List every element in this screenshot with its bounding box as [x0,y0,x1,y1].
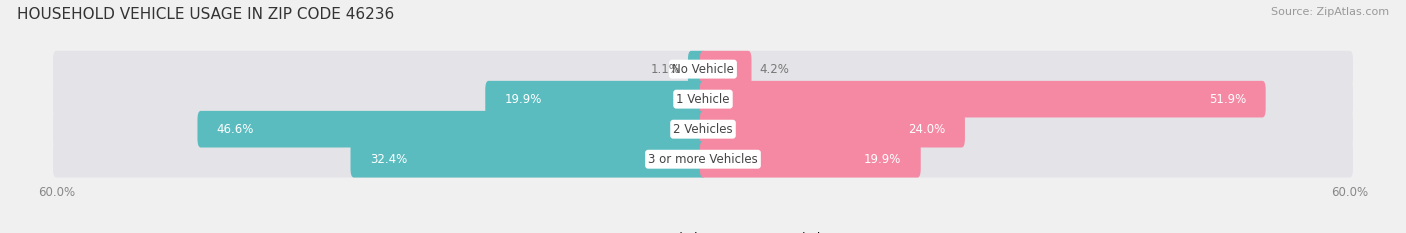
FancyBboxPatch shape [53,111,1353,147]
Text: 3 or more Vehicles: 3 or more Vehicles [648,153,758,166]
Text: 4.2%: 4.2% [759,63,789,76]
Text: 32.4%: 32.4% [370,153,408,166]
FancyBboxPatch shape [53,51,1353,87]
FancyBboxPatch shape [700,81,1265,117]
Text: 19.9%: 19.9% [863,153,901,166]
FancyBboxPatch shape [53,141,1353,178]
Text: 1 Vehicle: 1 Vehicle [676,93,730,106]
Text: 46.6%: 46.6% [217,123,254,136]
FancyBboxPatch shape [485,81,706,117]
FancyBboxPatch shape [700,141,921,178]
Text: 19.9%: 19.9% [505,93,543,106]
FancyBboxPatch shape [688,51,706,87]
Text: 1.1%: 1.1% [651,63,681,76]
Text: No Vehicle: No Vehicle [672,63,734,76]
Text: 2 Vehicles: 2 Vehicles [673,123,733,136]
FancyBboxPatch shape [197,111,706,147]
Legend: Owner-occupied, Renter-occupied: Owner-occupied, Renter-occupied [579,228,827,233]
FancyBboxPatch shape [53,81,1353,117]
FancyBboxPatch shape [350,141,706,178]
Text: 24.0%: 24.0% [908,123,945,136]
Text: HOUSEHOLD VEHICLE USAGE IN ZIP CODE 46236: HOUSEHOLD VEHICLE USAGE IN ZIP CODE 4623… [17,7,394,22]
Text: Source: ZipAtlas.com: Source: ZipAtlas.com [1271,7,1389,17]
Text: 51.9%: 51.9% [1209,93,1246,106]
FancyBboxPatch shape [700,51,752,87]
FancyBboxPatch shape [700,111,965,147]
